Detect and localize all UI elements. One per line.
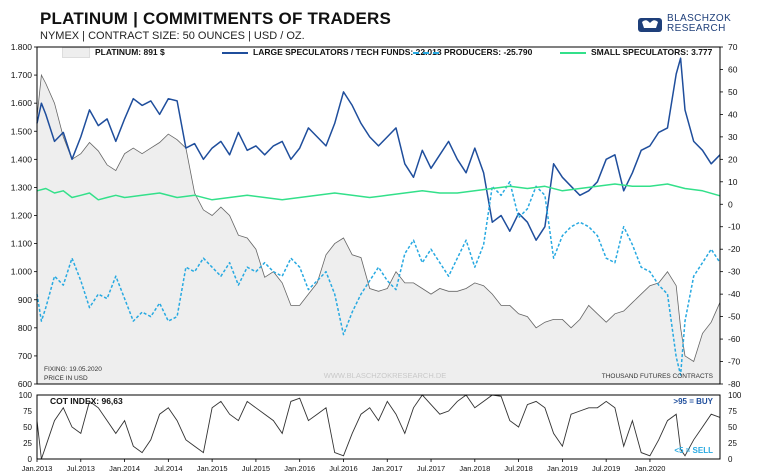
right-axis-tick-label: -60 <box>728 334 741 344</box>
right-axis-tick-label: -10 <box>728 222 741 232</box>
right-axis-tick-label: 70 <box>728 42 738 52</box>
x-axis-tick-label: Jul.2014 <box>154 464 182 473</box>
cot-left-tick-label: 50 <box>23 423 32 432</box>
left-axis-tick-label: 1.700 <box>11 70 33 80</box>
left-axis-tick-label: 1.100 <box>11 239 33 249</box>
legend-producers: PRODUCERS: -25.790 <box>413 47 532 57</box>
cot-left-tick-label: 100 <box>19 391 33 400</box>
cot-right-tick-label: 75 <box>728 407 737 416</box>
x-axis-tick-label: Jul.2018 <box>504 464 532 473</box>
right-axis-tick-label: 0 <box>728 199 733 209</box>
logo-text: BLASCHZOK RESEARCH <box>667 13 732 34</box>
cot-left-tick-label: 25 <box>23 439 32 448</box>
cot-right-tick-label: 100 <box>728 391 742 400</box>
right-axis-tick-label: 50 <box>728 87 738 97</box>
cot-left-tick-label: 75 <box>23 407 32 416</box>
legend-price: PLATINUM: 891 $ <box>62 47 165 59</box>
x-axis-tick-label: Jan.2013 <box>22 464 53 473</box>
right-axis-tick-label: -80 <box>728 379 741 389</box>
x-axis-tick-label: Jan.2014 <box>109 464 140 473</box>
left-axis-tick-label: 1.600 <box>11 98 33 108</box>
series-platinum-area <box>37 75 720 384</box>
x-axis-tick-label: Jul.2017 <box>417 464 445 473</box>
right-axis-tick-label: 40 <box>728 109 738 119</box>
right-axis-tick-label: -70 <box>728 357 741 367</box>
right-axis-tick-label: 60 <box>728 64 738 74</box>
left-axis-tick-label: 1.200 <box>11 211 33 221</box>
right-axis-tick-label: -50 <box>728 312 741 322</box>
chart-subtitle: NYMEX | CONTRACT SIZE: 50 OUNCES | USD /… <box>40 30 305 42</box>
cot-index-label: COT INDEX: 96,63 <box>50 396 123 406</box>
units-note: THOUSAND FUTURES CONTRACTS <box>602 373 714 380</box>
logo-bull-icon <box>638 18 662 32</box>
x-axis-tick-label: Jul.2013 <box>67 464 95 473</box>
x-axis-tick-label: Jan.2018 <box>459 464 490 473</box>
left-axis-tick-label: 900 <box>18 295 32 305</box>
left-axis-tick-label: 600 <box>18 379 32 389</box>
left-axis-tick-label: 1.400 <box>11 154 33 164</box>
x-axis-tick-label: Jul.2019 <box>592 464 620 473</box>
chart-title: PLATINUM | COMMITMENTS OF TRADERS <box>40 9 392 28</box>
left-axis-tick-label: 1.800 <box>11 42 33 52</box>
right-axis-tick-label: 10 <box>728 177 738 187</box>
x-axis-tick-label: Jan.2020 <box>635 464 666 473</box>
right-axis-tick-label: -20 <box>728 244 741 254</box>
x-axis-tick-label: Jan.2019 <box>547 464 578 473</box>
left-axis-tick-label: 1.000 <box>11 267 33 277</box>
brand-logo: BLASCHZOK RESEARCH <box>637 12 762 36</box>
price-unit-note: PRICE IN USD <box>44 375 88 382</box>
cot-plot-frame <box>36 394 721 460</box>
left-axis-tick-label: 1.300 <box>11 182 33 192</box>
cot-right-tick-label: 0 <box>728 455 733 464</box>
left-axis-tick-label: 1.500 <box>11 126 33 136</box>
cot-right-tick-label: 50 <box>728 423 737 432</box>
left-axis-tick-label: 700 <box>18 351 32 361</box>
series-small-speculators-line <box>36 183 721 201</box>
x-axis-tick-label: Jan.2015 <box>197 464 228 473</box>
x-axis-tick-label: Jan.2016 <box>284 464 315 473</box>
sell-threshold-note: <5 = SELL <box>674 446 713 455</box>
series-producers-line <box>36 181 721 376</box>
series-large-speculators-tech-funds-line <box>36 57 721 241</box>
legend-large-speculators: LARGE SPECULATORS / TECH FUNDS: 22.013 <box>222 47 442 57</box>
x-axis-tick-label: Jan.2017 <box>372 464 403 473</box>
buy-threshold-note: >95 = BUY <box>673 397 713 406</box>
x-axis-tick-label: Jul.2016 <box>329 464 357 473</box>
x-axis-tick-label: Jul.2015 <box>242 464 270 473</box>
watermark: WWW.BLASCHZOKRESEARCH.DE <box>324 371 447 380</box>
right-axis-tick-label: 30 <box>728 132 738 142</box>
cot-left-tick-label: 0 <box>28 455 33 464</box>
legend-small-speculators: SMALL SPECULATORS: 3.777 <box>560 47 712 57</box>
right-axis-tick-label: -30 <box>728 267 741 277</box>
cot-index-line <box>36 394 721 460</box>
series-platinum-line <box>36 73 721 363</box>
right-axis-tick-label: -40 <box>728 289 741 299</box>
left-axis-tick-label: 800 <box>18 323 32 333</box>
fixing-note: FIXING: 19.05.2020 <box>44 366 102 373</box>
right-axis-tick-label: 20 <box>728 154 738 164</box>
cot-right-tick-label: 25 <box>728 439 737 448</box>
